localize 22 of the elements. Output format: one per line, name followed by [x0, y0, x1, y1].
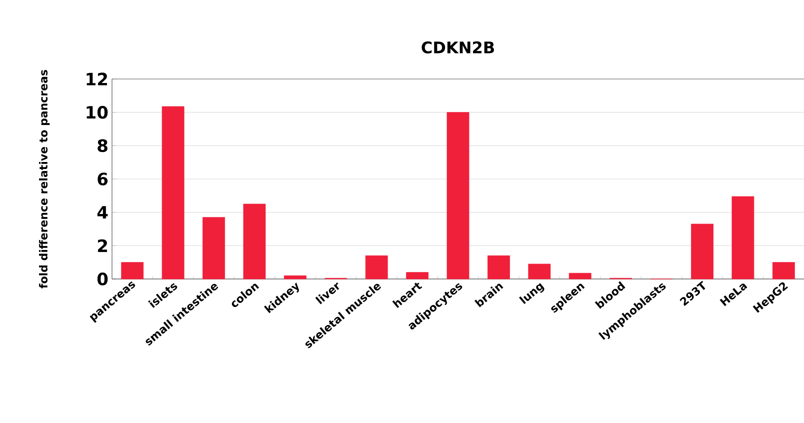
- bar: [691, 224, 714, 280]
- bar: [446, 112, 470, 280]
- y-tick-label: 8: [98, 139, 108, 152]
- y-tick-label: 4: [97, 206, 108, 219]
- bar: [528, 264, 551, 280]
- y-tick-label: 12: [86, 72, 107, 86]
- y-tick-label: 2: [98, 239, 107, 252]
- bar: [568, 272, 592, 280]
- bar: [488, 255, 510, 280]
- y-axis-title: fold difference relative to pancreas: [39, 70, 50, 288]
- y-tick-label: 6: [98, 172, 108, 186]
- y-tick-label: 10: [86, 106, 108, 119]
- bar: [202, 217, 225, 280]
- bar: [365, 255, 388, 280]
- bar: [732, 196, 754, 280]
- bar: [121, 262, 144, 280]
- bar: [406, 272, 428, 280]
- chart-title: CDKN2B: [422, 41, 494, 54]
- bar: [772, 262, 795, 280]
- bar: [284, 275, 306, 280]
- bar: [243, 204, 266, 280]
- bar: [162, 106, 184, 280]
